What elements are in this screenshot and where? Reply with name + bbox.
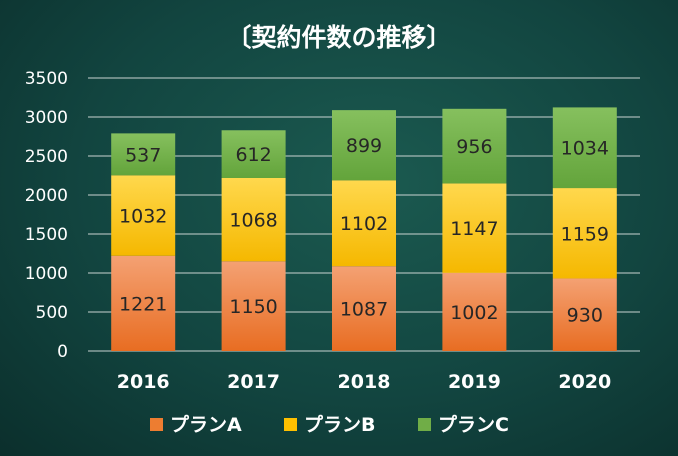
- data-labels: 1221 1032 537 1150 1068 612 1087 1102 899 1002 114…: [119, 135, 609, 327]
- data-label: 1032: [119, 206, 167, 228]
- data-label: 930: [567, 305, 603, 327]
- bar-プランB-2019: [442, 183, 507, 273]
- data-label: 1150: [229, 296, 277, 318]
- legend-swatch-プランC: [418, 418, 431, 431]
- x-tick-label: 2016: [117, 371, 170, 393]
- bar-プランA-2020: [552, 278, 617, 351]
- data-label: 1034: [561, 138, 609, 160]
- y-tick-label: 1500: [25, 225, 68, 245]
- bar-プランC-2020: [552, 107, 617, 189]
- y-tick-label: 500: [36, 303, 68, 323]
- bar-プランC-2018: [332, 110, 396, 181]
- x-tick-label: 2019: [448, 371, 501, 393]
- x-tick-label: 2017: [227, 371, 280, 393]
- bar-プランB-2017: [221, 177, 286, 262]
- bar-プランA-2017: [221, 261, 286, 351]
- legend-label: プランA: [170, 413, 242, 436]
- data-label: 537: [125, 144, 161, 166]
- bar-プランB-2018: [332, 180, 396, 267]
- bar-プランA-2018: [332, 266, 396, 351]
- data-label: 1002: [450, 302, 498, 324]
- data-label: 1087: [340, 299, 388, 321]
- y-tick-label: 1000: [25, 264, 68, 284]
- y-tick-label: 3500: [25, 69, 68, 89]
- y-tick-label: 2500: [25, 147, 68, 167]
- bar-プランC-2019: [442, 108, 507, 184]
- y-axis-ticks: 0 500 1000 1500 2000 2500 3000 3500: [25, 69, 68, 362]
- data-label: 1102: [340, 213, 388, 235]
- data-label: 612: [235, 144, 271, 166]
- data-label: 1068: [229, 210, 277, 232]
- data-label: 1159: [561, 223, 609, 245]
- bar-プランB-2020: [552, 188, 617, 279]
- legend: プランA プランB プランC: [150, 413, 509, 436]
- bar-プランC-2016: [111, 133, 176, 176]
- data-label: 899: [346, 135, 382, 157]
- legend-label: プランB: [304, 413, 375, 436]
- y-tick-label: 0: [57, 342, 68, 362]
- legend-swatch-プランA: [150, 418, 163, 431]
- bar-プランA-2016: [111, 255, 176, 351]
- bar-プランC-2017: [221, 130, 286, 178]
- legend-label: プランC: [438, 413, 509, 436]
- x-axis-ticks: 2016 2017 2018 2019 2020: [117, 371, 611, 393]
- bars: [111, 107, 617, 351]
- bar-プランB-2016: [111, 175, 176, 256]
- y-tick-label: 2000: [25, 186, 68, 206]
- data-label: 956: [456, 136, 492, 158]
- y-tick-label: 3000: [25, 108, 68, 128]
- x-tick-label: 2018: [338, 371, 391, 393]
- chart-title: 〔契約件数の推移〕: [226, 23, 451, 52]
- data-label: 1221: [119, 293, 167, 315]
- legend-swatch-プランB: [284, 418, 297, 431]
- data-label: 1147: [450, 218, 498, 240]
- bar-プランA-2019: [442, 272, 507, 351]
- x-tick-label: 2020: [558, 371, 611, 393]
